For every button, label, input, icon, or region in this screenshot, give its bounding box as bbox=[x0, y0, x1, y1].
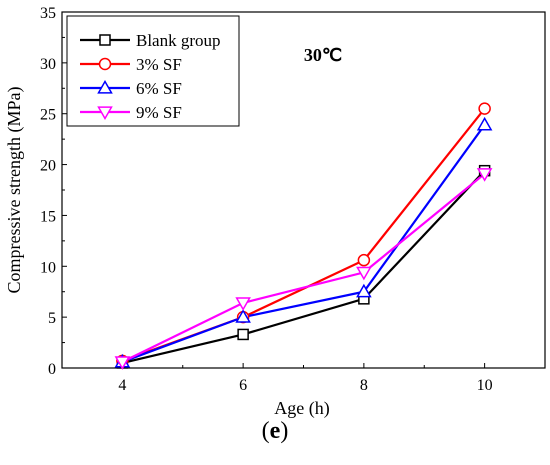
y-tick-label: 30 bbox=[40, 56, 56, 73]
data-point bbox=[114, 356, 131, 370]
y-tick-label: 15 bbox=[40, 208, 56, 225]
data-point bbox=[357, 253, 371, 267]
data-point bbox=[237, 328, 249, 341]
data-point bbox=[476, 168, 493, 182]
y-tick-label: 20 bbox=[40, 158, 56, 175]
chart: 4 6 8 10 0 5 10 15 20 25 30 35 Blank group 3% SF 6% S… bbox=[4, 5, 546, 419]
series-line-3 bbox=[121, 172, 486, 363]
temperature-annotation: 30℃ bbox=[304, 45, 342, 65]
legend-marker bbox=[97, 79, 113, 94]
y-tick-label: 10 bbox=[40, 259, 56, 276]
legend: Blank group 3% SF 6% SF 9% SF bbox=[66, 15, 240, 127]
data-point bbox=[478, 102, 491, 115]
x-tick-label: 8 bbox=[360, 377, 368, 394]
y-tick-label: 25 bbox=[40, 107, 56, 124]
legend-label: 6% SF bbox=[136, 79, 182, 98]
y-tick-label: 0 bbox=[48, 361, 56, 378]
legend-label: 3% SF bbox=[136, 55, 182, 74]
y-tick-label: 35 bbox=[40, 5, 56, 22]
panel-label-close: ) bbox=[280, 418, 289, 444]
x-axis-label: Age (h) bbox=[274, 398, 329, 419]
data-point bbox=[235, 297, 251, 311]
data-point bbox=[476, 116, 493, 131]
series-line-2 bbox=[121, 124, 486, 363]
y-tick-label: 5 bbox=[48, 310, 56, 327]
x-tick-label: 10 bbox=[477, 377, 493, 394]
legend-marker bbox=[98, 57, 112, 71]
legend-marker bbox=[99, 34, 111, 46]
x-tick-label: 4 bbox=[118, 377, 126, 394]
legend-label: 9% SF bbox=[136, 103, 182, 122]
data-point bbox=[356, 283, 372, 298]
legend-marker bbox=[97, 106, 113, 121]
panel-label: (e) bbox=[0, 418, 550, 445]
data-point bbox=[235, 309, 251, 323]
series-line-0 bbox=[122, 169, 486, 364]
y-axis-label: Compressive strength (MPa) bbox=[4, 87, 25, 294]
legend-label: Blank group bbox=[136, 31, 221, 50]
panel-label-open: ( bbox=[261, 418, 270, 444]
panel-label-letter: e bbox=[269, 418, 281, 444]
x-tick-label: 6 bbox=[239, 377, 247, 394]
legend-box bbox=[66, 15, 240, 127]
series-line-1 bbox=[122, 107, 486, 362]
data-point bbox=[356, 266, 372, 281]
